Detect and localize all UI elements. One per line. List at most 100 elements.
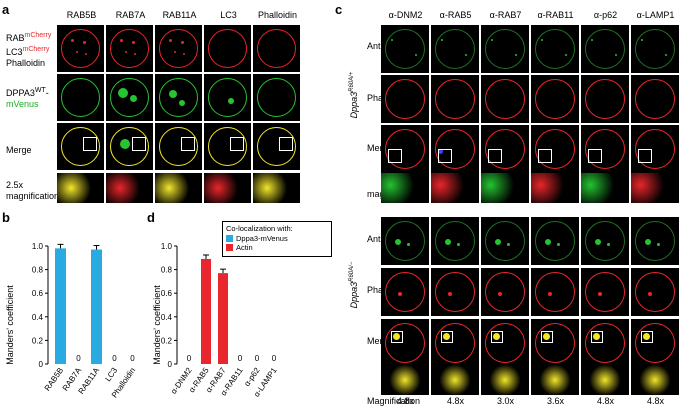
cell-outline: [109, 126, 150, 167]
x-tick-label: LC3: [103, 366, 119, 384]
cell-outline: [484, 28, 526, 70]
puncta: [395, 238, 402, 245]
puncta: [183, 53, 186, 56]
cell-outline: [207, 126, 248, 167]
puncta: [614, 53, 617, 56]
cell-outline: [534, 78, 576, 120]
micrograph-tile: [631, 268, 679, 316]
puncta: [390, 39, 393, 42]
row-label-magnification-a: 2.5x magnification: [6, 180, 60, 201]
row-label-magnification-bottom: Magnification: [367, 396, 421, 406]
cell-outline: [384, 322, 426, 364]
micrograph-tile: [204, 74, 251, 121]
zoom-box: [588, 149, 603, 163]
zoom-content: [481, 173, 529, 203]
micrograph-tile: [106, 123, 153, 170]
micrograph-tile: [253, 25, 300, 72]
micrograph-tile: [253, 173, 300, 203]
cell-outline: [484, 78, 526, 120]
micrograph-tile: [581, 319, 629, 367]
puncta: [71, 39, 75, 43]
zero-label: 0: [238, 354, 243, 363]
micrograph-tile: [155, 123, 202, 170]
puncta: [169, 39, 173, 43]
micrograph-tile: [57, 173, 104, 203]
puncta: [117, 88, 128, 99]
puncta: [440, 39, 443, 42]
cell-outline: [109, 77, 150, 118]
col-header-rab5b: RAB5B: [66, 10, 97, 20]
micrograph-tile: [481, 75, 529, 123]
micrograph-tile: [631, 75, 679, 123]
zoom-content: [431, 365, 479, 395]
micrograph-tile: [631, 125, 679, 173]
cell-outline: [584, 128, 626, 170]
row-label-merge-a: Merge: [6, 145, 32, 155]
cell-outline: [434, 271, 476, 313]
cell-outline: [256, 77, 297, 118]
cell-outline: [584, 271, 626, 313]
zero-label: 0: [112, 354, 117, 363]
micrograph-tile: [381, 173, 429, 203]
puncta: [393, 333, 400, 341]
cell-outline: [384, 220, 426, 262]
zoom-content: [581, 365, 629, 395]
chart-d-ylabel: Manders' coefficient: [152, 285, 162, 365]
row-label-dppa3-mvenus: DPPA3WT- mVenus: [6, 87, 49, 109]
zoom-box: [490, 331, 503, 343]
cell-outline: [484, 271, 526, 313]
micrograph-tile: [581, 75, 629, 123]
cell-outline: [207, 77, 248, 118]
puncta: [540, 39, 543, 42]
row-label-merge-top: Merge: [367, 143, 393, 153]
zoom-content: [57, 173, 104, 203]
zoom-box: [180, 137, 195, 152]
col-header-rab7a: RAB7A: [115, 10, 146, 20]
micrograph-tile: [431, 173, 479, 203]
cell-outline: [434, 128, 476, 170]
micrograph-tile: [481, 25, 529, 73]
cell-outline: [434, 28, 476, 70]
chart-b-ylabel: Manders' coefficient: [5, 285, 15, 365]
zoom-box: [229, 137, 244, 152]
cell-outline: [534, 128, 576, 170]
cell-outline: [584, 28, 626, 70]
zero-label: 0: [272, 354, 277, 363]
y-tick-label: 0.6: [161, 289, 173, 298]
micrograph-tile: [381, 217, 429, 265]
puncta: [664, 53, 667, 56]
y-tick-label: 1.0: [32, 242, 44, 251]
micrograph-tile: [481, 125, 529, 173]
chart-b-ylabel-wrap: Manders' coefficient: [0, 280, 20, 400]
micrograph-tile: [531, 268, 579, 316]
zoom-content: [631, 365, 679, 395]
genotype-top-label: Dppa3R60A/+: [349, 71, 359, 119]
micrograph-tile: [106, 25, 153, 72]
legend-entry-dppa3: Dppa3-mVenus: [236, 234, 288, 243]
y-tick-label: 0.2: [32, 336, 44, 345]
magnification-value: 4.8x: [396, 396, 414, 406]
legend-entry-actin: Actin: [236, 243, 253, 252]
col-header-rab5: α-RAB5: [439, 10, 472, 20]
y-tick-label: 0: [39, 360, 44, 369]
puncta: [447, 292, 452, 296]
puncta: [607, 243, 611, 247]
micrograph-tile: [531, 319, 579, 367]
col-header-rab11: α-RAB11: [537, 10, 574, 20]
micrograph-tile: [106, 173, 153, 203]
cell-outline: [60, 77, 101, 118]
bar: [201, 258, 211, 364]
magnification-value: 4.8x: [646, 396, 664, 406]
micrograph-tile: [155, 173, 202, 203]
zero-label: 0: [187, 354, 192, 363]
magnification-value: 4.8x: [596, 396, 614, 406]
zoom-box: [590, 331, 603, 343]
zoom-box: [131, 137, 146, 152]
cell-outline: [207, 28, 248, 69]
micrograph-tile: [204, 123, 251, 170]
cell-outline: [634, 220, 676, 262]
cell-outline: [60, 126, 101, 167]
puncta: [124, 50, 127, 53]
cell-outline: [434, 220, 476, 262]
zoom-content: [204, 173, 251, 203]
